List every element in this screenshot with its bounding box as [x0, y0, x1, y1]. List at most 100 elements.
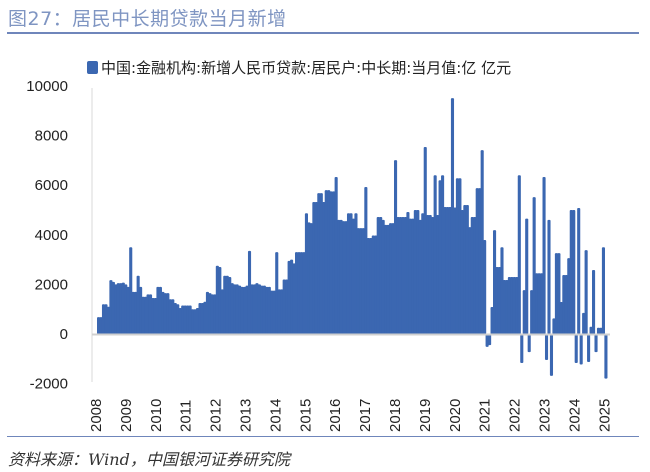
bar — [554, 253, 558, 334]
bar — [599, 327, 603, 334]
bar — [186, 305, 190, 334]
bar — [346, 213, 351, 334]
bar — [339, 219, 343, 334]
bar — [379, 216, 383, 334]
bar — [587, 334, 591, 363]
bar — [396, 216, 400, 334]
x-tick-label: 2020 — [447, 399, 464, 432]
bar — [324, 190, 328, 334]
bar — [535, 273, 539, 334]
bar — [398, 216, 403, 334]
bar — [351, 218, 356, 334]
bar — [215, 265, 219, 334]
bar — [299, 252, 304, 334]
x-tick-label: 2018 — [387, 399, 404, 432]
bar — [250, 284, 254, 334]
bar — [438, 180, 442, 334]
bar — [181, 305, 185, 334]
bar — [460, 210, 464, 334]
bar — [530, 290, 534, 334]
bar — [136, 275, 140, 334]
bar — [272, 290, 276, 334]
bar — [349, 213, 353, 334]
bar — [257, 284, 261, 334]
bar — [203, 301, 207, 334]
bar — [401, 216, 405, 334]
bar — [547, 219, 551, 334]
bar — [403, 216, 407, 334]
bar — [126, 286, 130, 334]
bar — [537, 273, 541, 334]
bar — [542, 177, 546, 334]
bar — [384, 224, 388, 334]
bar — [119, 283, 123, 334]
bar — [512, 276, 516, 334]
bar — [280, 289, 284, 334]
bar — [505, 279, 509, 334]
bar — [243, 286, 247, 334]
bar — [549, 334, 554, 376]
bar — [354, 213, 358, 334]
bar — [369, 238, 373, 334]
bar — [577, 208, 581, 334]
bar — [153, 298, 158, 334]
bar — [290, 259, 294, 334]
bar — [478, 188, 482, 334]
bar — [371, 235, 375, 334]
x-axis-ticks: 2008 2009 2010 2011 2012 2013 2014 2015 2016 2017… — [88, 399, 613, 432]
bar — [332, 191, 336, 334]
bar — [559, 302, 563, 334]
bar — [210, 294, 214, 334]
bar — [473, 216, 477, 334]
bar — [450, 98, 455, 335]
bar — [230, 283, 234, 334]
bar — [208, 293, 212, 334]
bar — [507, 276, 511, 334]
bar — [364, 186, 368, 334]
bar — [168, 299, 172, 334]
y-tick-label: 2000 — [35, 276, 68, 293]
bar — [161, 291, 165, 334]
bar — [572, 210, 576, 334]
bar — [337, 219, 341, 334]
bar — [213, 294, 217, 334]
bar — [458, 178, 462, 334]
bar — [562, 274, 566, 334]
bar — [361, 228, 365, 334]
bar — [191, 309, 195, 334]
bar — [220, 289, 224, 334]
bar — [287, 260, 291, 334]
bar — [497, 267, 502, 334]
x-tick-label: 2022 — [507, 399, 524, 432]
bar — [480, 150, 484, 334]
bar — [517, 175, 521, 334]
bar — [109, 280, 113, 334]
bar — [205, 291, 209, 334]
bar — [240, 286, 244, 334]
bar — [116, 283, 120, 334]
y-tick-label: 0 — [60, 326, 68, 343]
bar — [218, 267, 222, 334]
x-tick-label: 2016 — [327, 399, 344, 432]
bar — [344, 221, 348, 334]
bar — [97, 317, 101, 334]
bar — [465, 205, 469, 334]
bar — [584, 250, 588, 334]
bar — [265, 286, 269, 334]
bar — [389, 223, 393, 334]
bar — [223, 275, 227, 334]
bar — [342, 221, 346, 334]
bar — [334, 177, 338, 334]
bar — [557, 253, 561, 334]
bar — [468, 227, 472, 334]
bar — [285, 279, 289, 334]
y-tick-label: 10000 — [26, 78, 68, 95]
bar — [490, 306, 494, 334]
legend: 中国:金融机构:新增人民币贷款:居民户:中长期:当月值:亿 亿元 — [87, 59, 511, 77]
bar — [148, 294, 153, 334]
bar — [144, 296, 148, 334]
bar — [470, 216, 474, 334]
x-tick-label: 2008 — [88, 399, 105, 432]
bar — [302, 252, 306, 334]
bar — [428, 214, 432, 334]
